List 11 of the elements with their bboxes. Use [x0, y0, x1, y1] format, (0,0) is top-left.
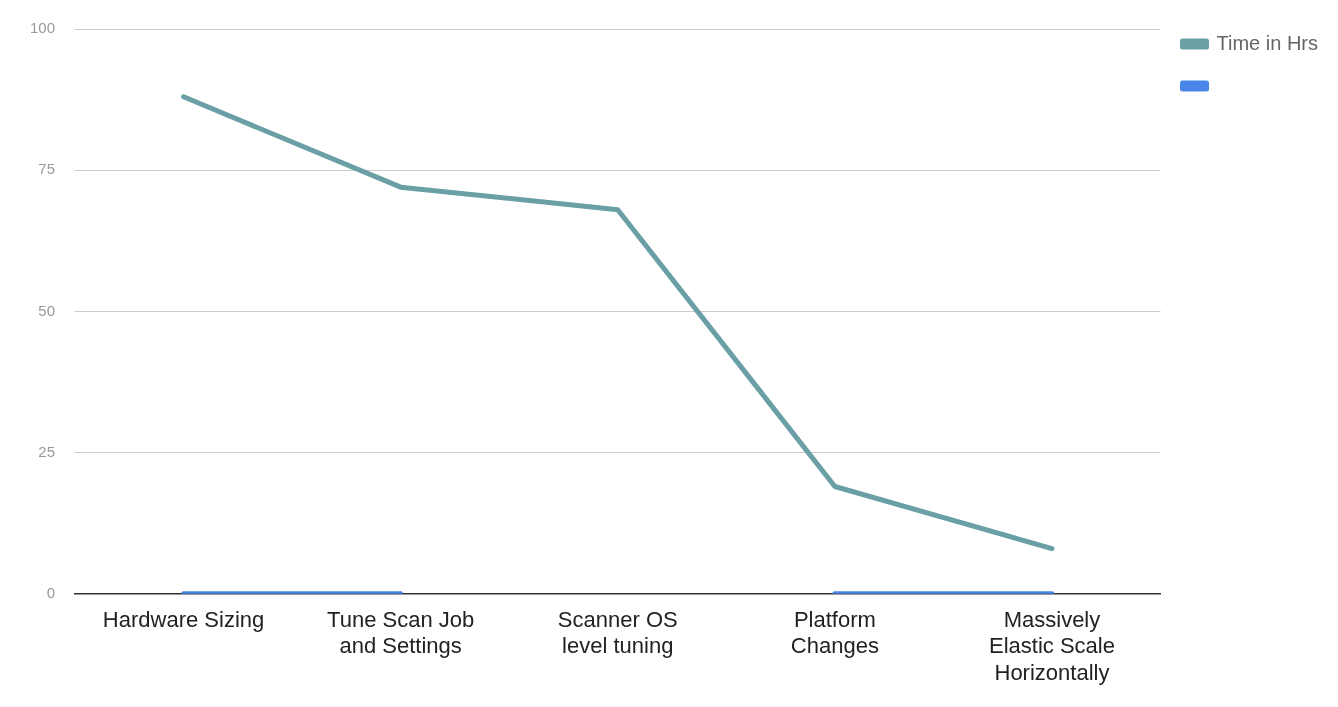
x-tick-label: Tune Scan Job and Settings [327, 607, 475, 659]
legend-label: Time in Hrs [1216, 31, 1318, 54]
y-tick-label: 25 [38, 442, 56, 460]
y-tick-label: 0 [46, 583, 56, 601]
y-tick-label: 75 [38, 160, 56, 178]
x-tick-label: Scanner OS level tuning [557, 607, 678, 659]
y-tick-label: 50 [38, 301, 56, 319]
x-tick-label: Hardware Sizing [102, 607, 265, 633]
x-tick-label: Platform Changes [790, 607, 879, 659]
x-tick-label: Massively Elastic Scale Horizontally [988, 607, 1115, 685]
y-tick-label: 100 [30, 19, 56, 37]
